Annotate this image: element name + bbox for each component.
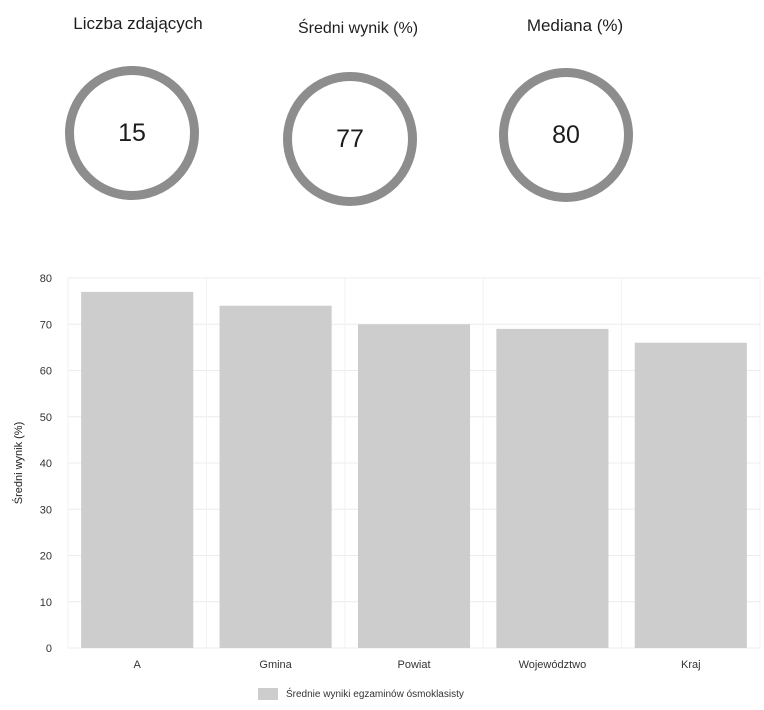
x-tick-label: Kraj bbox=[681, 659, 701, 671]
y-tick-label: 80 bbox=[40, 273, 52, 285]
stat-value: 77 bbox=[336, 124, 364, 153]
y-tick-label: 30 bbox=[40, 504, 52, 516]
bar bbox=[496, 328, 609, 648]
bar-chart: 0 10 20 30 40 50 60 70 80 A Gmina Powiat Województwo… bbox=[12, 273, 761, 671]
y-tick-label: 40 bbox=[40, 458, 52, 470]
y-axis-label: Średni wynik (%) bbox=[12, 422, 25, 505]
stat-ring bbox=[283, 72, 417, 206]
legend-label: Średnie wyniki egzaminów ósmoklasisty bbox=[286, 688, 464, 700]
x-tick-label: A bbox=[134, 659, 142, 671]
legend-swatch bbox=[258, 688, 278, 700]
stat-value: 80 bbox=[552, 120, 580, 149]
y-tick-label: 60 bbox=[40, 366, 52, 378]
chart-legend: Średnie wyniki egzaminów ósmoklasisty bbox=[258, 688, 464, 700]
stat-value: 15 bbox=[118, 118, 146, 147]
x-tick-label: Województwo bbox=[519, 659, 587, 671]
bar bbox=[81, 291, 194, 648]
y-tick-label: 70 bbox=[40, 319, 52, 331]
stat-label: Mediana (%) bbox=[526, 16, 624, 35]
stat-students-count: Liczba zdających 15 bbox=[53, 0, 223, 230]
stat-median: Mediana (%) 80 bbox=[490, 0, 660, 230]
y-tick-label: 50 bbox=[40, 412, 52, 424]
x-tick-label: Powiat bbox=[397, 659, 430, 671]
stat-label: Średni wynik (%) bbox=[297, 20, 419, 37]
bar bbox=[634, 342, 747, 648]
y-tick-label: 0 bbox=[46, 643, 52, 655]
stat-ring bbox=[499, 68, 633, 202]
stat-label: Liczba zdających bbox=[73, 14, 203, 33]
stat-ring bbox=[65, 66, 199, 200]
bar bbox=[357, 324, 471, 648]
y-tick-label: 10 bbox=[40, 597, 52, 609]
y-tick-label: 20 bbox=[40, 551, 52, 563]
x-tick-label: Gmina bbox=[259, 659, 292, 671]
stat-average-score: Średni wynik (%) 77 bbox=[273, 0, 443, 230]
bar bbox=[219, 305, 332, 648]
